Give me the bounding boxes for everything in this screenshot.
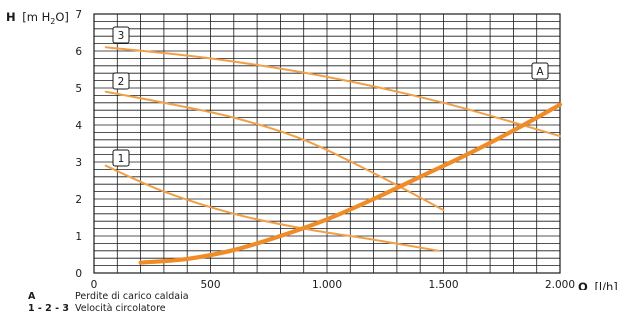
legend-text-a: Perdite di carico caldaia	[75, 291, 189, 302]
legend: A Perdite di carico caldaia 1 - 2 - 3 Velo…	[28, 291, 189, 315]
series-tag-label: 1	[118, 153, 125, 165]
series-tag-2: 2	[112, 72, 130, 90]
legend-key-a: A	[28, 291, 36, 302]
y-axis-title-subscript: 2	[50, 17, 55, 26]
y-axis-title: H [m H2O]	[6, 10, 69, 26]
y-tick-label: 0	[75, 268, 82, 280]
x-axis-title: Q [l/h]	[578, 280, 618, 290]
series-tag-box	[112, 26, 130, 44]
y-tick-label: 1	[75, 231, 82, 243]
legend-text-speeds: Velocità circolatore	[75, 303, 166, 314]
y-tick-label: 5	[75, 83, 82, 95]
series-tag-box	[531, 62, 549, 80]
y-tick-label: 7	[75, 9, 82, 21]
x-tick-label: 1.500	[428, 279, 458, 290]
legend-key-speeds: 1 - 2 - 3	[28, 303, 69, 314]
series-tag-label: A	[536, 66, 544, 78]
tick-labels: 0 500 1.000 1.500 2.000 0 1 2 3 4 5 6 7	[75, 9, 575, 290]
series-line-1	[104, 164, 440, 252]
legend-row-boiler: A Perdite di carico caldaia	[28, 291, 189, 303]
x-tick-label: 0	[91, 279, 98, 290]
y-axis-title-symbol: H	[6, 10, 16, 24]
series-tag-box	[112, 72, 130, 90]
series-line-2	[104, 90, 445, 212]
y-axis-title-unit-end: O]	[55, 10, 69, 24]
series-tag-3: 3	[112, 26, 130, 44]
y-tick-label: 4	[75, 120, 82, 132]
y-tick-label: 6	[75, 46, 82, 58]
x-axis-title-symbol: Q	[578, 280, 588, 290]
series-tag-label: 2	[118, 76, 125, 88]
x-axis-title-unit: [l/h]	[594, 280, 617, 290]
series-line-3	[104, 46, 561, 138]
series-tag-1: 1	[112, 149, 130, 167]
y-axis-title-unit: [m H	[22, 10, 50, 24]
y-tick-label: 3	[75, 157, 82, 169]
series-group	[104, 46, 563, 265]
series-line-a	[138, 102, 563, 265]
series-tags: 1 2 3 A	[112, 26, 549, 167]
x-tick-label: 1.000	[312, 279, 342, 290]
legend-row-speeds: 1 - 2 - 3 Velocità circolatore	[28, 303, 189, 315]
x-tick-label: 2.000	[545, 279, 575, 290]
series-tag-box	[112, 149, 130, 167]
grid	[93, 13, 561, 274]
series-tag-a: A	[531, 62, 549, 80]
series-tag-label: 3	[118, 30, 125, 42]
x-tick-label: 500	[200, 279, 220, 290]
y-tick-label: 2	[75, 194, 82, 206]
